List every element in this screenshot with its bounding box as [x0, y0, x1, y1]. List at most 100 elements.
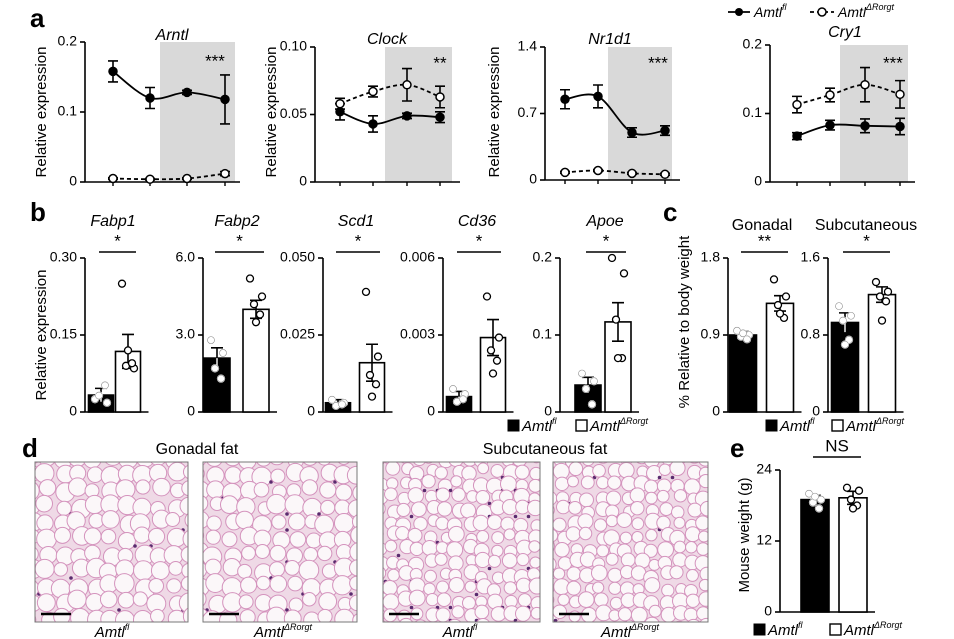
- adipocyte: [673, 516, 686, 529]
- adipocyte: [319, 481, 337, 499]
- adipocyte: [436, 580, 450, 594]
- y-tick-label: 0.2: [743, 36, 763, 52]
- y-tick-label: 0: [764, 603, 772, 619]
- adipocyte: [35, 580, 40, 597]
- data-point-ring: [219, 349, 227, 357]
- adipocyte: [206, 480, 225, 499]
- adipocyte: [205, 529, 221, 545]
- adipocyte: [133, 526, 151, 544]
- adipocyte: [271, 514, 287, 530]
- adipocyte: [385, 462, 401, 476]
- adipocyte: [414, 619, 427, 622]
- adipocyte: [434, 466, 448, 480]
- y-tick-label: 0: [754, 173, 762, 189]
- data-point: [875, 292, 885, 301]
- adipocyte: [553, 517, 567, 532]
- adipocyte: [333, 513, 355, 534]
- adipocyte: [490, 464, 505, 478]
- marker: [402, 80, 412, 90]
- nucleus: [422, 488, 427, 493]
- adipocyte: [101, 510, 120, 529]
- adipocyte: [669, 462, 686, 477]
- adipocyte: [515, 620, 524, 622]
- nucleus: [384, 632, 388, 636]
- panel-label: d: [22, 433, 38, 463]
- marker: [627, 127, 637, 138]
- adipocyte: [526, 499, 540, 517]
- adipocyte: [180, 546, 188, 563]
- annotation: *: [355, 231, 362, 250]
- series-line: [112, 172, 226, 181]
- annotation: *: [476, 231, 483, 250]
- y-tick-label: 0.30: [50, 249, 77, 265]
- adipocyte: [283, 609, 302, 622]
- nucleus: [526, 514, 531, 519]
- adipocyte: [56, 500, 72, 516]
- y-tick-label: 0: [812, 403, 820, 419]
- data-point-ring: [847, 311, 855, 320]
- nucleus: [285, 608, 289, 612]
- nucleus: [448, 488, 453, 493]
- genotype-name: Amtl: [442, 624, 474, 639]
- adipocyte: [501, 552, 518, 569]
- adipocyte: [567, 475, 579, 488]
- adipocyte: [180, 576, 188, 591]
- adipocyte: [383, 468, 384, 473]
- bar: [728, 334, 758, 413]
- adipocyte: [53, 562, 69, 577]
- adipocyte: [656, 489, 670, 503]
- nucleus: [117, 608, 121, 612]
- adipocyte: [204, 558, 222, 576]
- adipocyte: [674, 620, 684, 622]
- bar: [867, 293, 897, 413]
- marker: [220, 94, 230, 105]
- histology-title: Gonadal fat: [156, 441, 239, 458]
- genotype-sup: fl: [798, 620, 804, 630]
- adipocyte: [566, 580, 582, 596]
- adipocyte: [528, 577, 540, 595]
- adipocyte: [698, 473, 708, 489]
- annotation: ***: [883, 53, 903, 72]
- adipocyte: [435, 516, 450, 531]
- adipocyte: [301, 479, 318, 496]
- adipocyte: [35, 547, 39, 561]
- adipocyte: [553, 491, 558, 506]
- image-frame: [202, 461, 358, 623]
- nucleus: [697, 632, 701, 636]
- marker: [220, 168, 230, 179]
- data-point: [619, 269, 629, 278]
- adipocyte: [68, 462, 87, 468]
- adipocyte: [346, 465, 357, 485]
- marker: [145, 93, 155, 103]
- adipocyte: [219, 495, 239, 514]
- adipocyte: [476, 529, 490, 543]
- y-tick-label: 0: [187, 403, 195, 419]
- adipocyte: [630, 606, 648, 622]
- adipocyte: [387, 568, 400, 582]
- genotype-label: AmtlΔRorgt: [253, 622, 313, 639]
- adipocyte: [685, 593, 701, 608]
- adipocyte: [383, 593, 400, 611]
- adipocyte: [530, 606, 540, 620]
- adipocyte: [203, 591, 207, 607]
- genotype-label: Amtlfl: [442, 622, 479, 639]
- adipocyte: [238, 594, 254, 610]
- adipocyte: [448, 618, 462, 622]
- nucleus: [670, 475, 675, 480]
- adipocyte: [617, 607, 633, 622]
- nucleus: [513, 514, 518, 519]
- nucleus: [409, 605, 414, 610]
- adipocyte: [235, 510, 254, 530]
- annotation: *: [863, 231, 870, 250]
- adipocyte: [605, 552, 619, 566]
- adipocyte: [284, 494, 306, 516]
- adipocyte: [36, 593, 56, 613]
- genotype-name: Amtl: [753, 4, 783, 20]
- genotype-name: Amtl: [767, 622, 799, 639]
- adipocyte: [396, 502, 411, 518]
- adipocyte: [476, 617, 490, 622]
- y-tick-label: 0.1: [58, 103, 78, 119]
- adipocyte: [352, 485, 357, 501]
- annotation: ***: [205, 51, 225, 70]
- adipocyte: [421, 540, 438, 557]
